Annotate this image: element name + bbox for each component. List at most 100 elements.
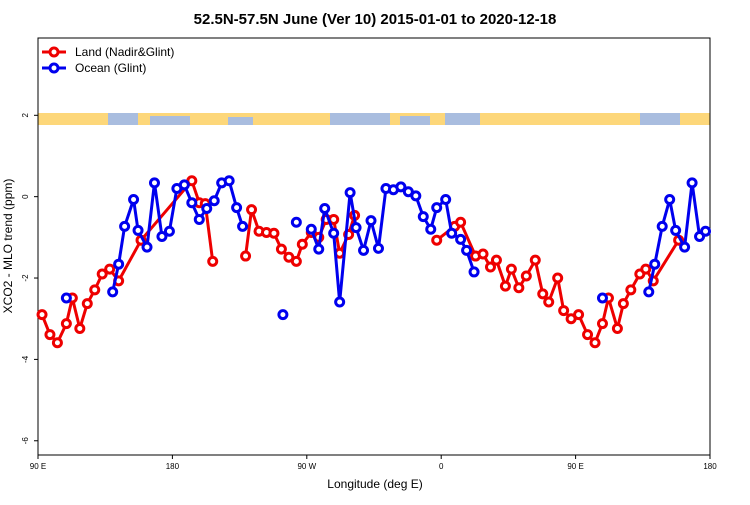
data-point [455, 233, 467, 245]
data-point [484, 261, 496, 273]
data-point [640, 263, 652, 275]
data-point [141, 241, 153, 253]
data-point [513, 282, 525, 294]
data-point [520, 270, 532, 282]
legend-label: Ocean (Glint) [75, 61, 146, 75]
data-point [461, 244, 473, 256]
y-axis-label: XCO2 - MLO trend (ppm) [1, 179, 15, 314]
chart-title: 52.5N-57.5N June (Ver 10) 2015-01-01 to … [194, 11, 557, 28]
ocean-patch [445, 113, 480, 125]
data-point [552, 272, 564, 284]
plot-frame [37, 37, 711, 456]
data-point [156, 231, 168, 243]
data-point [446, 227, 458, 239]
data-point [60, 292, 72, 304]
y-tick-label: -4 [21, 355, 30, 363]
data-point [163, 225, 175, 237]
data-point [529, 254, 541, 266]
data-point [477, 248, 489, 260]
legend: Land (Nadir&Glint) Ocean (Glint) [42, 45, 174, 75]
legend-marker [48, 62, 60, 74]
y-tick-label: -2 [21, 274, 30, 282]
data-point [207, 255, 219, 267]
data-point [237, 220, 249, 232]
y-tick-label: 0 [21, 194, 30, 199]
data-point [186, 197, 198, 209]
ocean-patch [108, 113, 138, 125]
x-tick-label: 90 E [567, 462, 583, 471]
data-point [107, 286, 119, 298]
data-point [193, 213, 205, 225]
data-point [372, 242, 384, 254]
data-point [395, 181, 407, 193]
x-axis-label: Longitude (deg E) [327, 477, 422, 491]
x-tick-label: 180 [166, 462, 180, 471]
series-line [40, 177, 215, 346]
x-tick-label: 180 [703, 462, 717, 471]
data-point [365, 215, 377, 227]
data-point [664, 194, 676, 206]
y-tick-label: -6 [21, 437, 30, 445]
data-point [350, 222, 362, 234]
data-point [201, 202, 213, 214]
data-point [596, 292, 608, 304]
data-point [468, 266, 480, 278]
data-point [44, 329, 56, 341]
data-point [96, 268, 108, 280]
data-point [505, 263, 517, 275]
data-point [113, 258, 125, 270]
ocean-patch [400, 116, 430, 125]
data-point [128, 194, 140, 206]
data-point [573, 309, 585, 321]
ocean-patch [330, 113, 390, 125]
data-point [81, 298, 93, 310]
data-point [104, 263, 116, 275]
data-point [617, 298, 629, 310]
data-point [499, 280, 511, 292]
data-point [649, 258, 661, 270]
data-point [328, 227, 340, 239]
data-point [178, 179, 190, 191]
series [60, 175, 712, 321]
ocean-patch [150, 116, 190, 125]
data-point [543, 296, 555, 308]
data-point [277, 309, 289, 321]
data-point [656, 220, 668, 232]
data-point [240, 250, 252, 262]
data-point [410, 190, 422, 202]
data-point [231, 202, 243, 214]
data-point [344, 187, 356, 199]
map-strip [38, 113, 710, 125]
data-point [611, 322, 623, 334]
data-point [313, 243, 325, 255]
data-point [670, 224, 682, 236]
data-point [148, 177, 160, 189]
data-point [417, 211, 429, 223]
data-point [537, 288, 549, 300]
data-point [290, 216, 302, 228]
data-point [686, 177, 698, 189]
data-point [490, 254, 502, 266]
data-point [223, 175, 235, 187]
legend-marker [48, 46, 60, 58]
data-point [268, 227, 280, 239]
data-point [431, 234, 443, 246]
data-point [425, 223, 437, 235]
data-point [275, 243, 287, 255]
y-tick-label: 2 [21, 113, 30, 118]
data-point [455, 216, 467, 228]
data-point [319, 202, 331, 214]
data-point [119, 220, 131, 232]
data-point [596, 318, 608, 330]
data-point [246, 204, 258, 216]
data-point [558, 305, 570, 317]
legend-label: Land (Nadir&Glint) [75, 45, 174, 59]
data-point [60, 318, 72, 330]
data-point [643, 286, 655, 298]
data-point [74, 322, 86, 334]
data-point [208, 195, 220, 207]
data-point [36, 309, 48, 321]
x-tick-label: 90 E [30, 462, 46, 471]
data-point [89, 284, 101, 296]
data-point [51, 337, 63, 349]
